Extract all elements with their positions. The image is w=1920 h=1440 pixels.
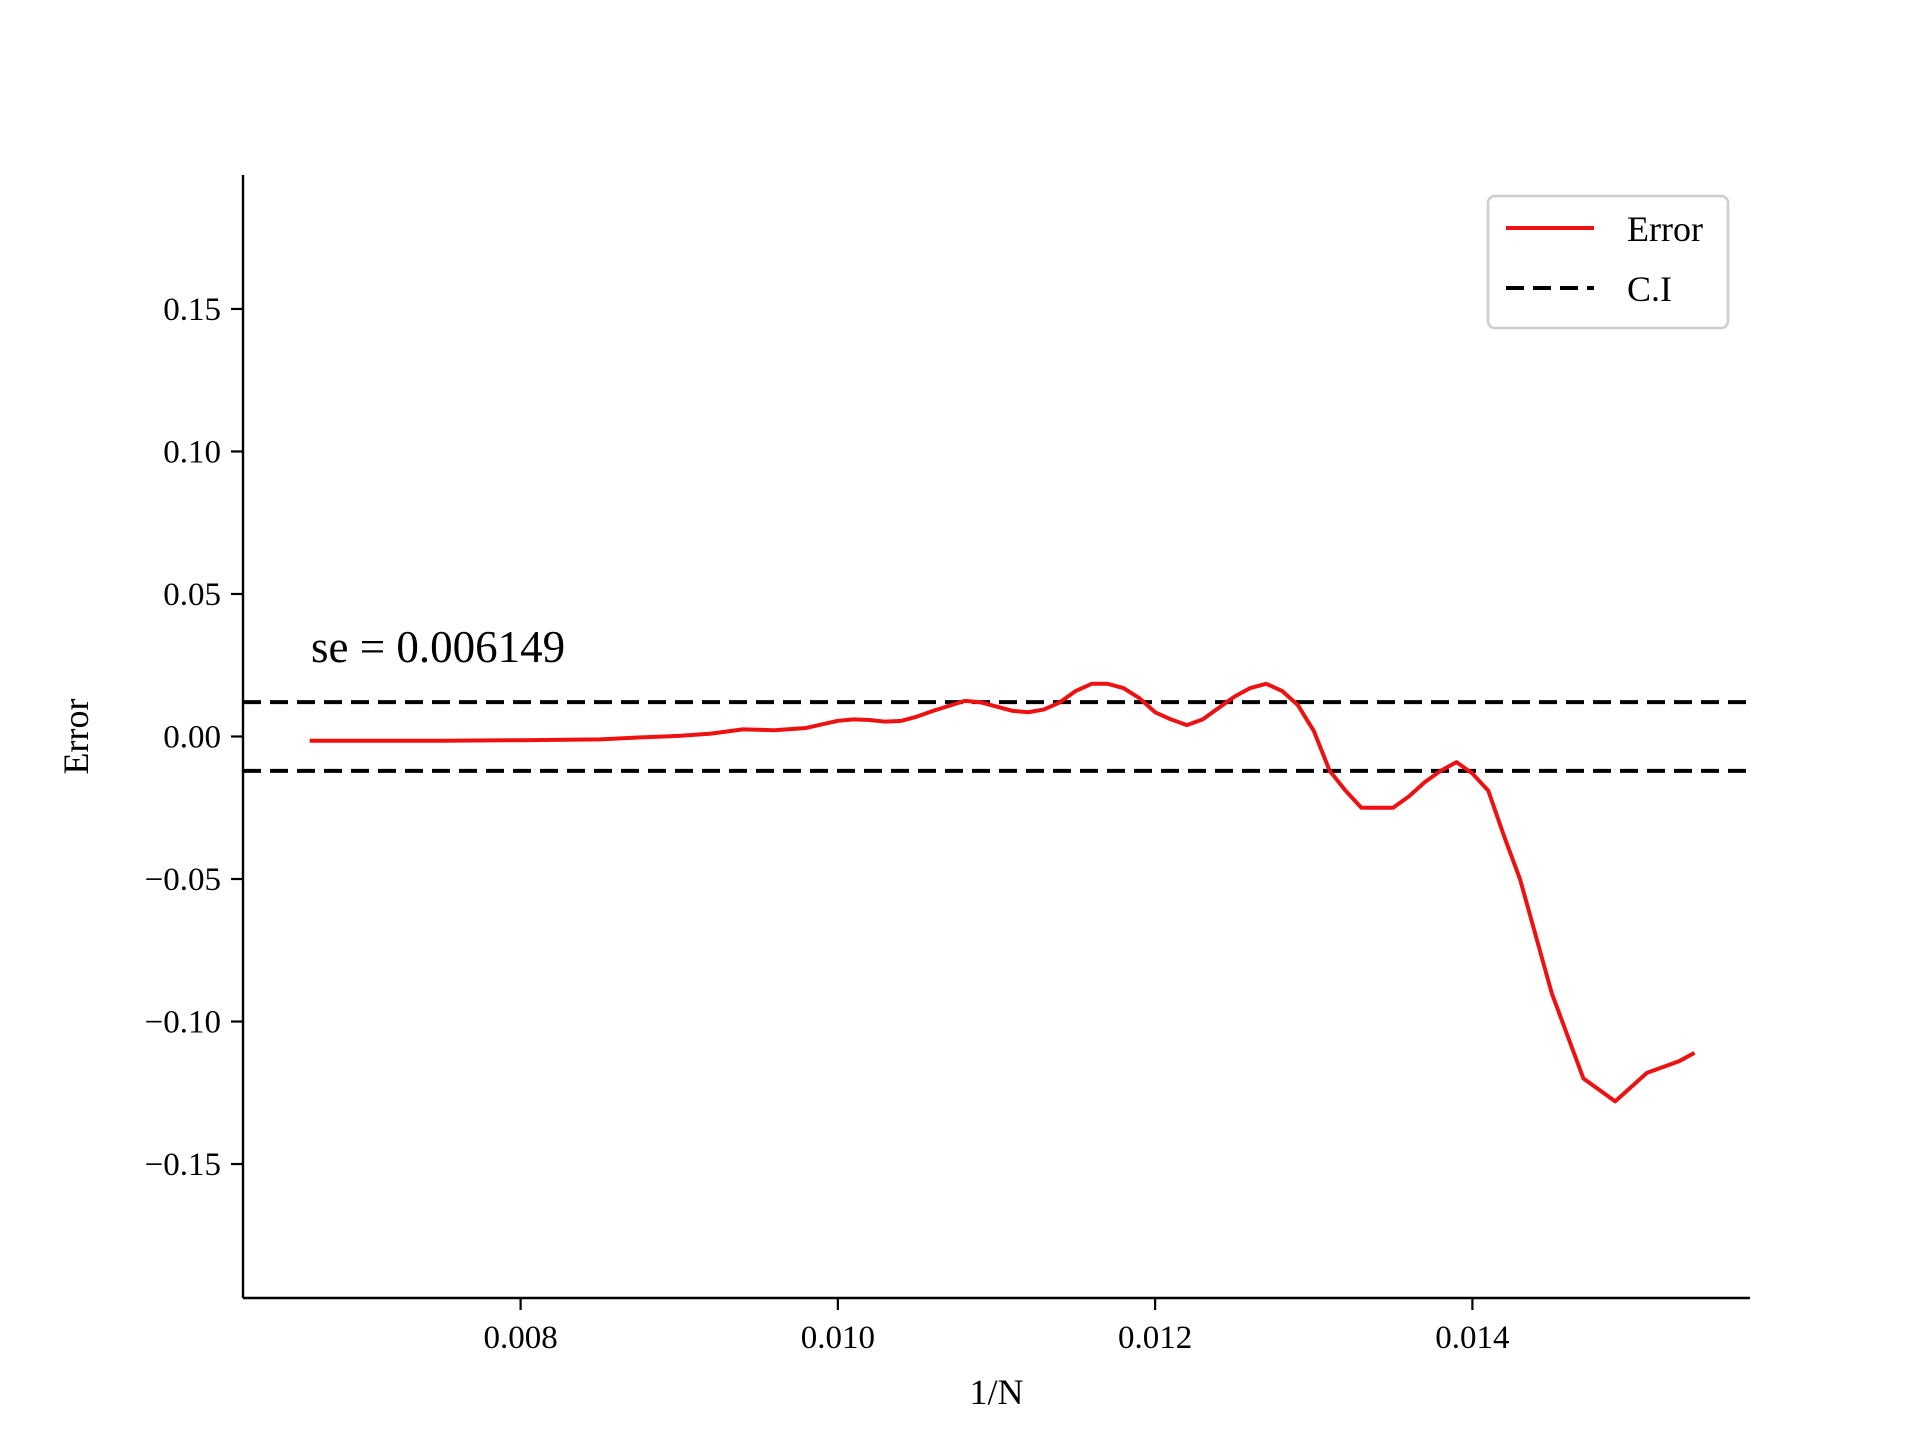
legend: Error C.I — [1486, 194, 1730, 330]
legend-ci-label: C.I — [1627, 269, 1672, 309]
y-ticks: 0.15 0.10 0.05 0.00 −0.05 −0.10 −0.15 — [145, 292, 243, 1183]
legend-error-label: Error — [1627, 209, 1703, 249]
x-tick-label: 0.014 — [1435, 1320, 1509, 1356]
y-tick-label: 0.00 — [163, 720, 221, 756]
x-tick-label: 0.012 — [1118, 1320, 1192, 1356]
y-tick-label: 0.15 — [163, 292, 221, 328]
plot-area — [243, 681, 1750, 1104]
y-tick-label: 0.10 — [163, 434, 221, 470]
y-tick-label: −0.15 — [145, 1147, 221, 1183]
x-tick-label: 0.010 — [801, 1320, 875, 1356]
y-tick-label: 0.05 — [163, 577, 221, 613]
y-tick-label: −0.10 — [145, 1005, 221, 1041]
y-axis-label: Error — [56, 699, 96, 775]
x-tick-label: 0.008 — [483, 1320, 557, 1356]
error-line — [309, 681, 1696, 1104]
x-axis-label: 1/N — [970, 1372, 1024, 1412]
se-annotation: se = 0.006149 — [311, 622, 565, 672]
y-tick-label: −0.05 — [145, 862, 221, 898]
x-ticks: 0.008 0.010 0.012 0.014 — [483, 1298, 1510, 1356]
